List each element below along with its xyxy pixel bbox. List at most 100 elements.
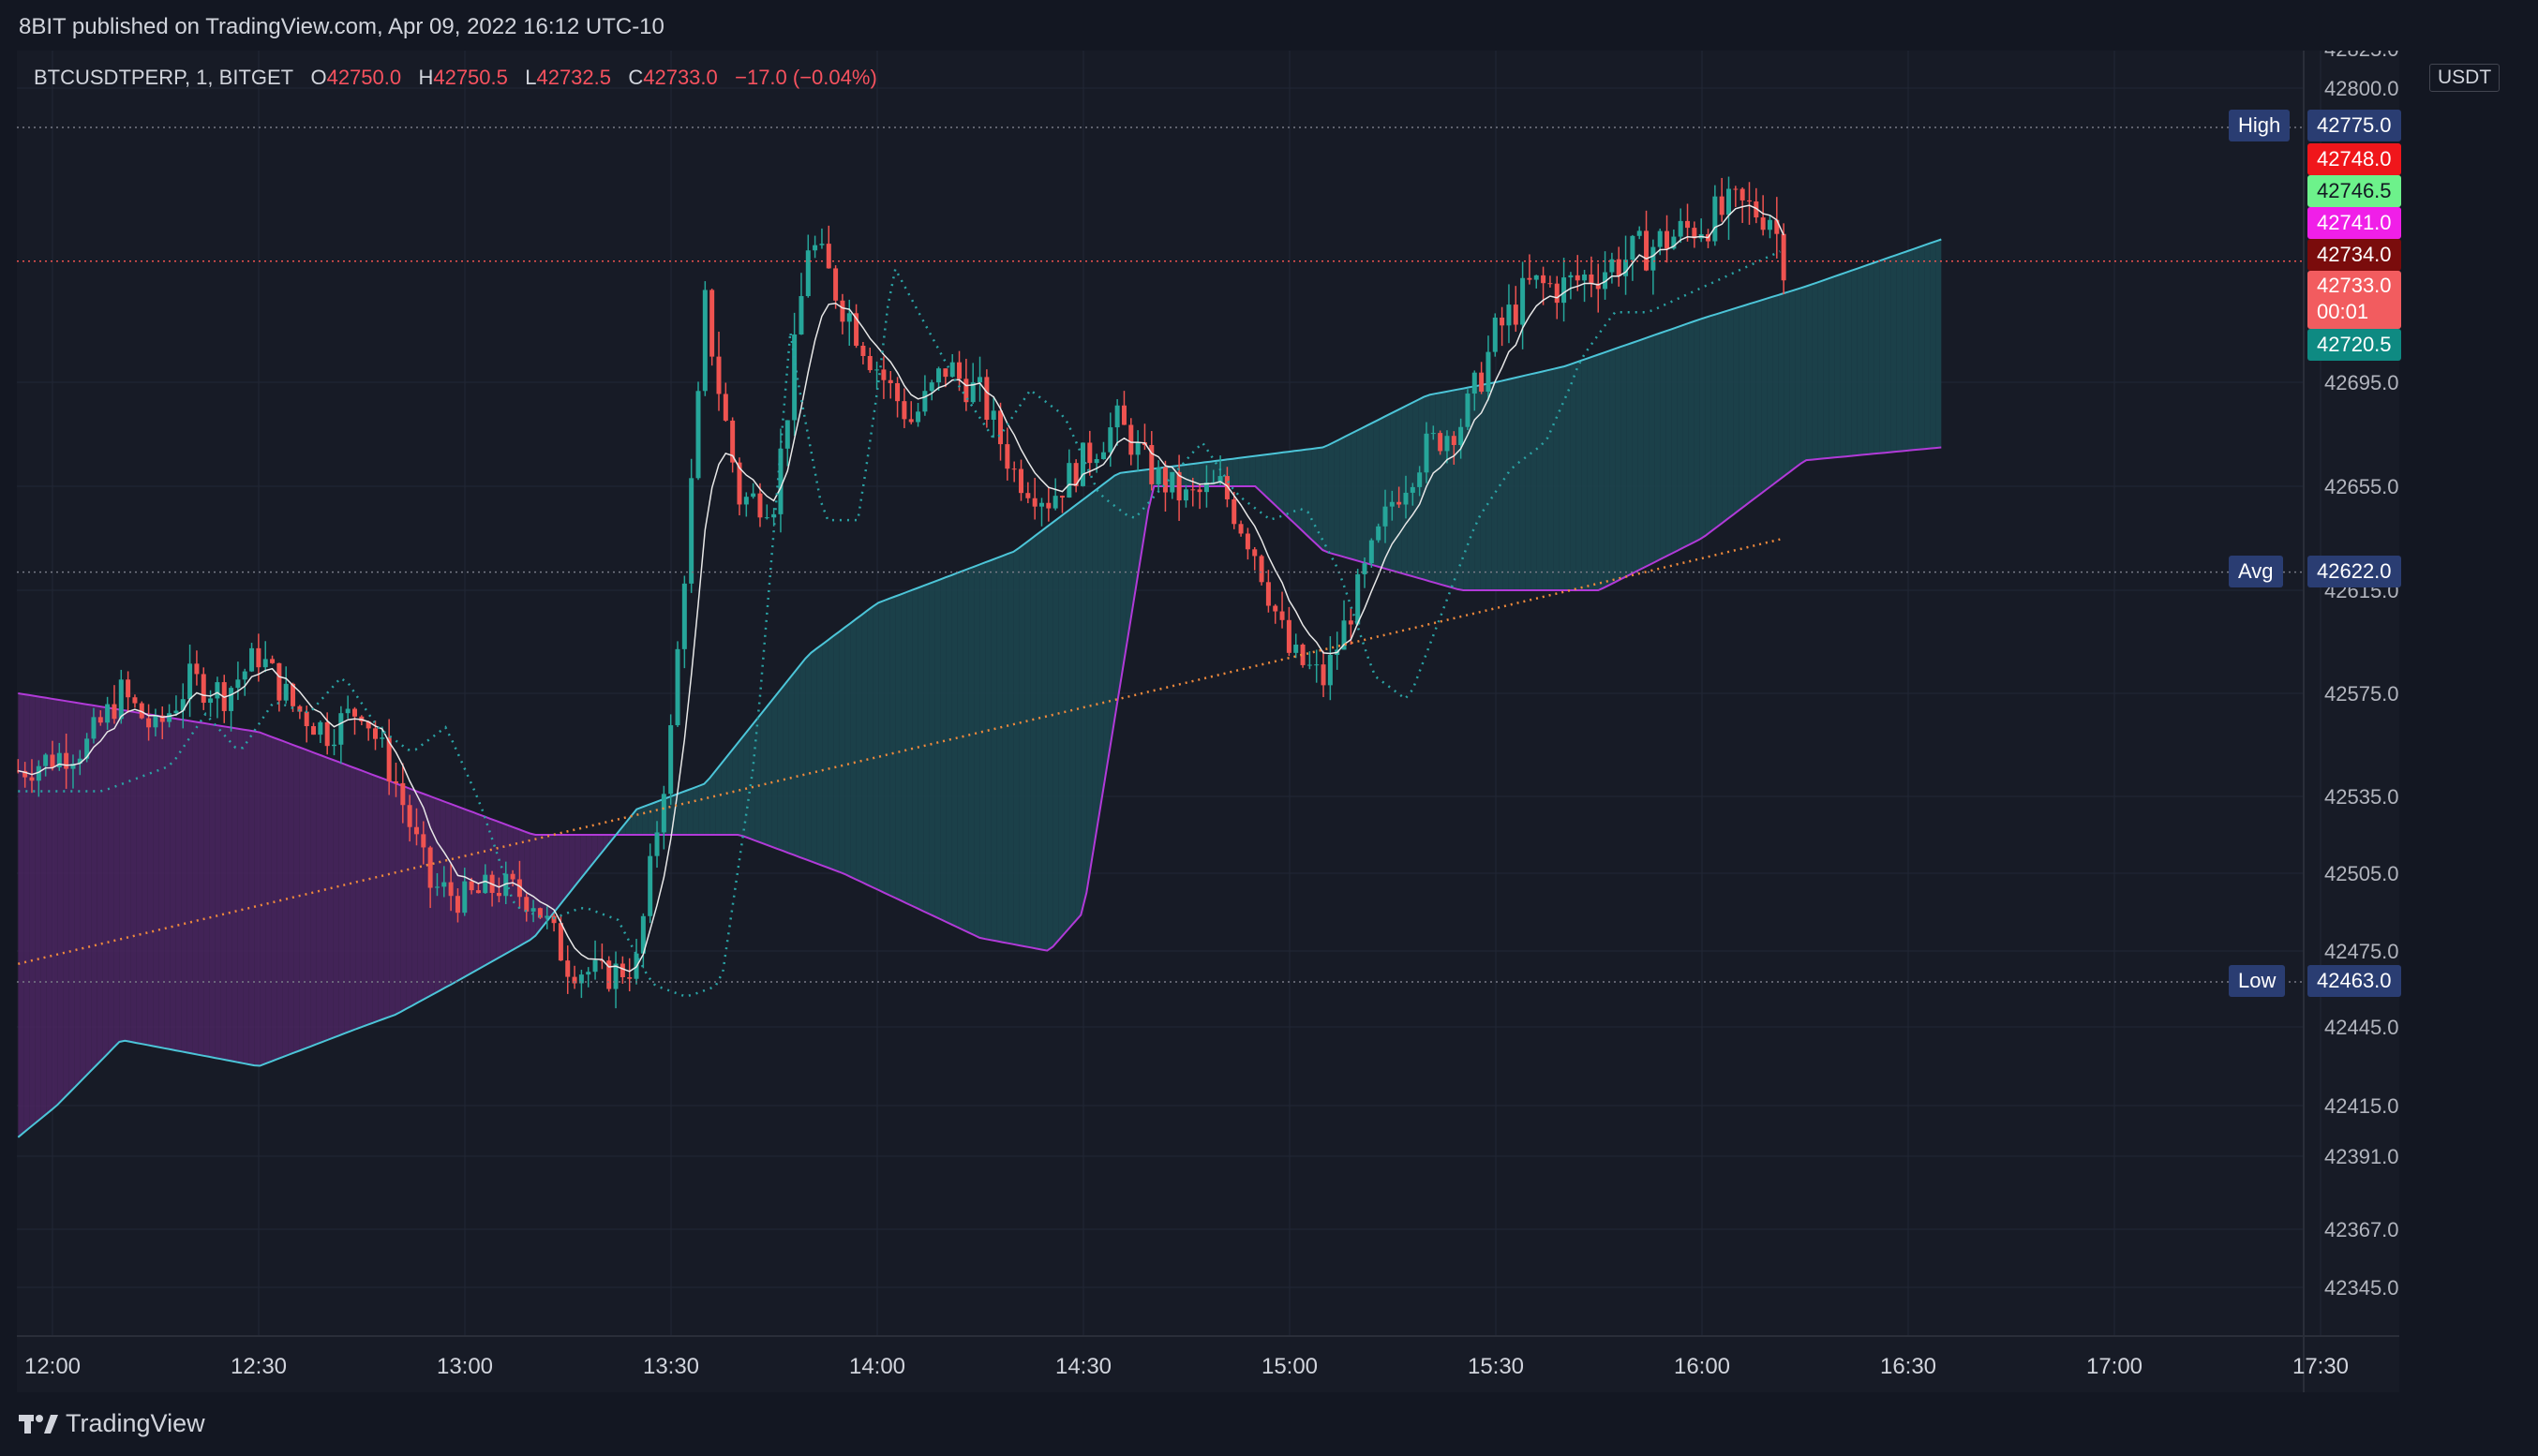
band-segment — [321, 755, 328, 1043]
candle-body — [558, 923, 563, 961]
candle-body — [187, 663, 193, 700]
band-segment — [1407, 402, 1413, 577]
band-segment — [395, 782, 401, 1016]
band-segment — [1705, 316, 1711, 536]
candle-body — [1087, 442, 1093, 464]
candle-body — [1279, 611, 1285, 620]
price-tag-label: High — [2229, 110, 2291, 141]
band-segment — [1553, 367, 1560, 590]
band-segment — [884, 598, 890, 896]
candle-body — [1712, 196, 1718, 242]
candle-body — [1533, 275, 1539, 280]
candle-body — [1616, 259, 1621, 276]
candle-body — [43, 754, 49, 766]
band-segment — [828, 635, 834, 870]
band-segment — [816, 644, 823, 866]
price-tick-label: 42535.0 — [2324, 785, 2399, 809]
candle-body — [648, 855, 653, 916]
band-lower-line — [17, 238, 1942, 1138]
symbol-label[interactable]: BTCUSDTPERP, 1, BITGET — [34, 66, 294, 89]
band-segment — [951, 572, 958, 928]
band-segment — [1249, 455, 1256, 486]
band-segment — [1306, 449, 1312, 540]
band-segment — [1598, 352, 1605, 590]
candle-body — [407, 805, 412, 827]
candle-body — [524, 897, 530, 912]
chart-area[interactable]: 42825.042800.042695.042655.042615.042575… — [17, 51, 2399, 1392]
candle-body — [592, 959, 598, 973]
band-segment — [383, 779, 390, 1019]
band-segment — [1508, 378, 1515, 590]
band-segment — [1559, 366, 1565, 590]
candle-body — [132, 697, 138, 704]
candle-body — [1575, 275, 1580, 281]
band-segment — [1086, 492, 1093, 893]
candle-body — [503, 873, 509, 897]
candle-body — [984, 377, 990, 420]
band-segment — [906, 589, 913, 906]
band-segment — [1626, 342, 1633, 577]
candle-body — [1293, 645, 1299, 653]
candle-body — [1424, 433, 1429, 473]
band-segment — [687, 788, 694, 835]
candle-body — [1754, 201, 1759, 218]
band-segment — [1097, 483, 1104, 824]
candle-body — [91, 717, 97, 739]
candle-body — [846, 313, 852, 322]
candle-body — [270, 659, 276, 663]
band-segment — [1615, 347, 1621, 583]
candle-body — [668, 725, 674, 795]
time-tick-label: 12:30 — [231, 1354, 287, 1379]
candle-body — [1582, 274, 1588, 281]
band-segment — [52, 698, 58, 1110]
candle-body — [908, 419, 914, 423]
band-segment — [856, 615, 862, 883]
band-segment — [46, 697, 52, 1115]
candle-body — [1520, 277, 1526, 325]
band-segment — [153, 715, 159, 1047]
candle-body — [153, 715, 158, 728]
candle-body — [1554, 283, 1560, 304]
band-segment — [1649, 334, 1655, 566]
candle-body — [813, 245, 818, 251]
band-segment — [929, 581, 935, 917]
band-segment — [1778, 293, 1784, 481]
candle-body — [324, 721, 330, 747]
band-segment — [1874, 260, 1880, 454]
band-segment — [1362, 424, 1368, 564]
candle-body — [1657, 230, 1663, 247]
band-segment — [1536, 371, 1543, 590]
band-segment — [1485, 382, 1492, 590]
band-segment — [1401, 405, 1408, 575]
band-segment — [1024, 539, 1031, 948]
candle-body — [1479, 372, 1485, 393]
candle-body — [1176, 471, 1182, 501]
band-segment — [867, 606, 873, 888]
currency-button[interactable]: USDT — [2429, 64, 2501, 92]
band-segment — [1564, 364, 1571, 590]
band-segment — [451, 804, 457, 985]
band-segment — [878, 601, 885, 893]
close-label: C — [628, 66, 644, 89]
band-segment — [417, 791, 424, 1003]
band-segment — [715, 764, 722, 835]
candle-body — [1273, 605, 1278, 612]
band-segment — [1767, 296, 1773, 490]
candle-body — [895, 383, 901, 402]
price-chart[interactable]: 42825.042800.042695.042655.042615.042575… — [17, 51, 2399, 1392]
band-segment — [1356, 427, 1363, 562]
band-segment — [822, 640, 829, 869]
band-segment — [1930, 241, 1936, 449]
tradingview-brand[interactable]: TradingView — [19, 1409, 205, 1438]
band-segment — [1542, 370, 1548, 590]
band-segment — [102, 706, 109, 1060]
band-segment — [979, 562, 986, 940]
price-tag-value: 42741.0 — [2307, 207, 2401, 239]
band-segment — [372, 774, 379, 1023]
candle-body — [318, 721, 323, 735]
candle-body — [1053, 496, 1058, 509]
band-segment — [1328, 441, 1335, 555]
time-tick-label: 12:00 — [24, 1354, 81, 1379]
band-segment — [1722, 310, 1728, 524]
band-segment — [1238, 457, 1245, 486]
